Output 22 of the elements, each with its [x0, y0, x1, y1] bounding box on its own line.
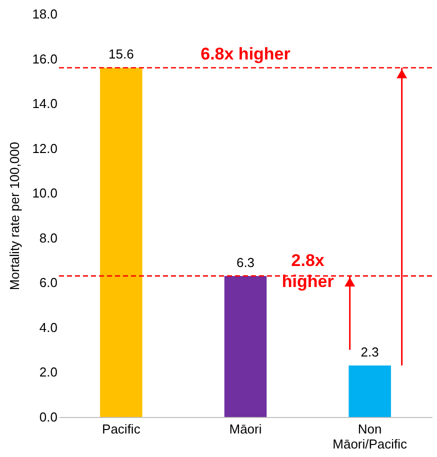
- y-tick-label: 12.0: [32, 140, 58, 156]
- annotation: 2.8x higher: [282, 250, 334, 291]
- y-tick-label: 0.0: [39, 410, 58, 424]
- y-tick-label: 16.0: [32, 51, 58, 66]
- y-tick-label: 14.0: [32, 96, 58, 112]
- data-label: 6.3: [236, 254, 255, 270]
- y-tick-label: 2.0: [39, 364, 58, 380]
- x-tick-label: Māori: [229, 422, 262, 436]
- x-tick-label: Non Māori/Pacific: [332, 422, 408, 452]
- data-label: 2.3: [360, 344, 379, 360]
- y-axis-title: Mortality rate per 100,000: [7, 142, 22, 290]
- y-tick-label: 18.0: [32, 6, 58, 22]
- y-tick-label: 10.0: [32, 186, 58, 201]
- bar: [348, 366, 391, 417]
- y-tick-label: 8.0: [39, 230, 58, 246]
- y-tick-label: 4.0: [39, 320, 58, 335]
- bar: [100, 68, 142, 417]
- data-label: 15.6: [108, 46, 134, 62]
- y-tick-label: 6.0: [39, 275, 58, 290]
- bar: [224, 276, 267, 417]
- annotation: 6.8x higher: [200, 44, 291, 64]
- x-tick-label: Pacific: [102, 422, 141, 436]
